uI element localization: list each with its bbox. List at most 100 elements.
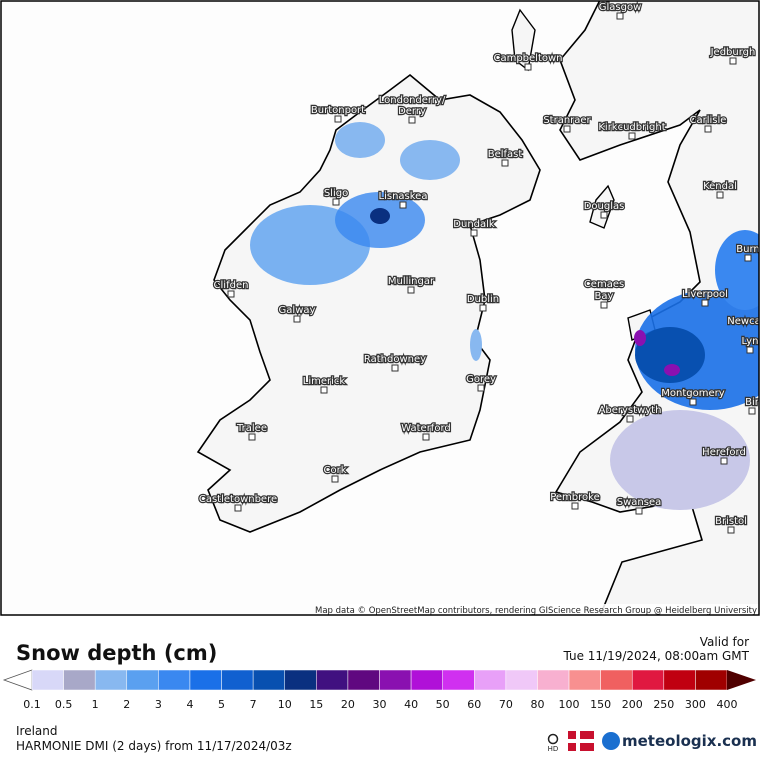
city-label: Campbeltown [493,53,562,64]
city-label: Douglas [584,201,625,212]
city-marker [635,507,643,515]
city-label: Liverpool [682,289,728,300]
snow-area [610,410,750,510]
model-run: HARMONIE DMI (2 days) from 11/17/2024/03… [16,739,292,753]
city-marker [563,125,571,133]
city-label: Jedburgh [710,47,756,58]
city-marker [501,159,509,167]
city-label: Glasgow [599,2,642,13]
colorbar-label: 400 [717,698,738,711]
city-label: Burtonport [311,105,365,116]
colorbar-label: 30 [373,698,387,711]
brand-logo [602,732,620,750]
city-marker [293,315,301,323]
brand[interactable]: meteologix.com [622,732,757,750]
city-label: Bir [745,397,760,408]
city-label: Rathdowney [364,354,426,365]
city-marker [616,12,624,20]
colorbar-swatch [126,669,159,691]
colorbar-swatch [189,669,222,691]
city-marker [704,125,712,133]
snow-area [715,230,759,310]
city-label: Bristol [715,516,747,527]
colorbar-label: 70 [499,698,513,711]
colorbar-label: 4 [186,698,193,711]
colorbar-label: 3 [155,698,162,711]
colorbar-label: 40 [404,698,418,711]
region: Ireland [16,724,58,738]
city-marker [727,526,735,534]
city-marker [571,502,579,510]
city-marker [701,299,709,307]
city-marker [320,386,328,394]
colorbar-swatch [631,669,665,691]
city-label: Gorey [466,374,496,385]
colorbar-label: 5 [218,698,225,711]
colorbar-swatch [31,669,64,691]
snow-area [370,208,390,224]
colorbar-swatch [568,669,601,691]
flag-cross [568,739,594,743]
city-marker [227,290,235,298]
kintyre [511,8,536,72]
city-label: Stranraer [543,115,591,126]
valid-label: Valid for [700,635,749,649]
city-label: Clifden [214,280,249,291]
isle-of-man [589,184,615,229]
city-label: Dundalk [453,219,495,230]
city-marker [729,57,737,65]
city-label: Cork [323,465,346,476]
colorbar-swatch [600,669,633,691]
city-label: Lyn [742,336,759,347]
colorbar-swatch [663,669,696,691]
city-marker [720,457,728,465]
city-marker [600,301,608,309]
city-label: Limerick [303,376,346,387]
zoom-icon[interactable] [547,733,559,745]
city-label: Derry [398,106,426,117]
city-label: Lisnaskea [379,191,428,202]
snow-area [335,122,385,158]
colorbar-swatch [695,669,728,691]
legend-title: Snow depth (cm) [16,641,217,665]
snow-area [400,140,460,180]
city-marker [477,384,485,392]
city-marker [332,198,340,206]
city-label: Kendal [703,181,737,192]
city-label: Londonderry/ [379,95,446,106]
city-marker [234,504,242,512]
colorbar-swatch [158,669,191,691]
city-marker [422,433,430,441]
colorbar-swatch [410,669,443,691]
city-marker [628,132,636,140]
colorbar-label: 60 [467,698,481,711]
city-label: Kirkcudbright [598,122,665,133]
colorbar-swatch [94,669,128,691]
city-marker [744,254,752,262]
ireland [196,73,541,533]
hd-toggle[interactable]: HD [548,745,559,753]
colorbar-label: 0.1 [23,698,41,711]
colorbar-swatch [505,669,538,691]
city-label: Cemaes [584,279,624,290]
colorbar-label: 20 [341,698,355,711]
city-label: Dublin [467,294,499,305]
city-label: Sligo [324,188,348,199]
colorbar-label: 7 [250,698,257,711]
colorbar-label: 10 [278,698,292,711]
snow-area [664,364,680,376]
colorbar-swatch [252,669,285,691]
city-label: Aberystwyth [599,405,662,416]
colorbar-label: 100 [559,698,580,711]
colorbar-swatch [316,669,349,691]
colorbar-label: 2 [123,698,130,711]
colorbar-swatch [474,669,507,691]
colorbar-swatch [284,669,317,691]
city-label: Montgomery [661,388,724,399]
map: Glasgow Jedburgh Campbeltown Burtonport Lond… [196,1,760,615]
city-marker [716,191,724,199]
colorbar-label: 1 [92,698,99,711]
attribution-bg [337,604,759,615]
colorbar-label: 200 [622,698,643,711]
